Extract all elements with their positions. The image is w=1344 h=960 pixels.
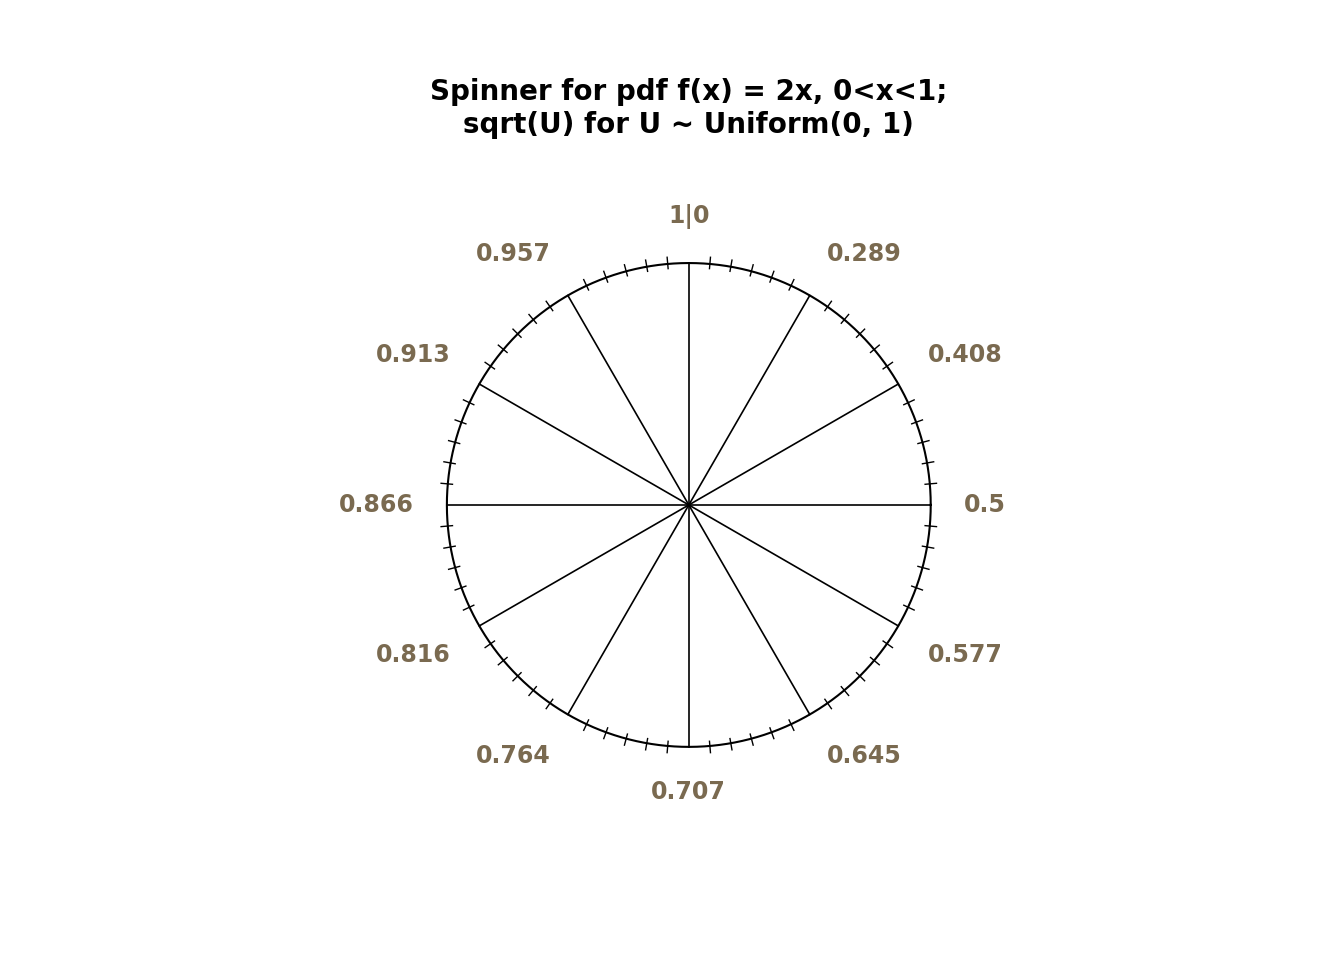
Text: 0.957: 0.957 bbox=[476, 242, 551, 266]
Text: Spinner for pdf f(x) = 2x, 0<x<1;
sqrt(U) for U ~ Uniform(0, 1): Spinner for pdf f(x) = 2x, 0<x<1; sqrt(U… bbox=[430, 79, 948, 139]
Text: 0.5: 0.5 bbox=[965, 493, 1007, 516]
Text: 0.866: 0.866 bbox=[339, 493, 414, 517]
Text: 0.816: 0.816 bbox=[375, 643, 450, 667]
Text: 0.408: 0.408 bbox=[927, 344, 1003, 368]
Text: 0.645: 0.645 bbox=[827, 744, 902, 768]
Text: 0.707: 0.707 bbox=[652, 780, 726, 804]
Text: 1|0: 1|0 bbox=[668, 204, 710, 229]
Text: 0.764: 0.764 bbox=[476, 744, 551, 768]
Text: 0.289: 0.289 bbox=[827, 242, 902, 266]
Text: 0.577: 0.577 bbox=[927, 643, 1003, 666]
Text: 0.913: 0.913 bbox=[375, 344, 450, 368]
